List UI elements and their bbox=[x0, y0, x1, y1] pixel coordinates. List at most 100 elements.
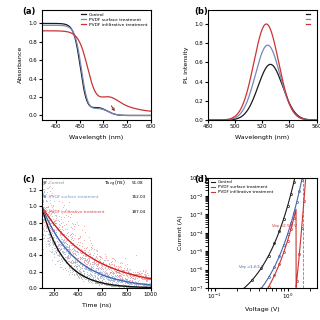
Point bbox=[66, 245, 71, 250]
Point bbox=[102, 281, 107, 286]
Point bbox=[74, 270, 79, 275]
Point bbox=[93, 255, 98, 260]
Point bbox=[144, 274, 149, 279]
Point bbox=[72, 244, 77, 249]
Point bbox=[49, 204, 54, 210]
Point bbox=[82, 277, 87, 282]
Point bbox=[49, 227, 54, 232]
Point bbox=[96, 281, 101, 286]
Point bbox=[64, 242, 69, 247]
Point bbox=[126, 279, 131, 284]
Point bbox=[57, 252, 62, 258]
Point bbox=[142, 275, 147, 280]
Point bbox=[148, 285, 153, 290]
Point bbox=[131, 276, 136, 282]
Point bbox=[41, 187, 46, 192]
Point bbox=[106, 272, 111, 277]
Point bbox=[125, 269, 130, 274]
Point bbox=[136, 284, 141, 290]
Point bbox=[124, 284, 129, 289]
PVDF surface treatment bbox=[114, 113, 118, 116]
Point bbox=[44, 214, 49, 219]
Point bbox=[148, 280, 153, 285]
Point bbox=[98, 274, 103, 279]
Point bbox=[121, 276, 126, 281]
Point bbox=[50, 257, 55, 262]
Point bbox=[108, 260, 114, 265]
Point bbox=[84, 274, 89, 279]
Point bbox=[86, 258, 91, 263]
Point bbox=[101, 271, 106, 276]
Point bbox=[55, 227, 60, 232]
Point bbox=[71, 246, 76, 252]
Point bbox=[92, 272, 98, 277]
Point bbox=[48, 225, 53, 230]
Point bbox=[83, 266, 88, 271]
Control bbox=[311, 139, 315, 143]
Point bbox=[134, 282, 139, 287]
Point bbox=[59, 214, 64, 220]
Point bbox=[81, 269, 86, 274]
Point bbox=[122, 268, 127, 273]
Point bbox=[40, 220, 45, 225]
Point bbox=[65, 254, 70, 260]
Point bbox=[89, 244, 94, 250]
Point bbox=[120, 267, 125, 272]
Point bbox=[107, 277, 112, 282]
Point bbox=[71, 263, 76, 268]
Point bbox=[124, 280, 129, 285]
Point bbox=[56, 227, 61, 232]
Point bbox=[110, 269, 115, 275]
Point bbox=[123, 284, 128, 289]
Point bbox=[144, 284, 149, 290]
Point bbox=[134, 274, 139, 279]
Point bbox=[68, 214, 73, 220]
PVDF surface treatment bbox=[68, 26, 72, 30]
Point bbox=[108, 282, 113, 287]
Point bbox=[82, 250, 87, 255]
Point bbox=[105, 281, 110, 286]
Point bbox=[140, 284, 145, 290]
X-axis label: Wavelength (nm): Wavelength (nm) bbox=[235, 135, 289, 140]
Point bbox=[116, 269, 121, 274]
Point bbox=[75, 273, 80, 278]
Point bbox=[102, 257, 108, 262]
Point bbox=[86, 235, 92, 240]
Point bbox=[87, 252, 92, 257]
Point bbox=[127, 284, 132, 289]
Point bbox=[63, 255, 68, 260]
Point bbox=[136, 284, 141, 289]
Point bbox=[102, 273, 107, 278]
Point bbox=[128, 271, 133, 276]
Point bbox=[141, 276, 146, 281]
Point bbox=[66, 250, 71, 255]
Point bbox=[52, 230, 57, 236]
Point bbox=[41, 246, 46, 252]
Point bbox=[98, 279, 103, 284]
Control bbox=[40, 21, 44, 25]
Point bbox=[75, 261, 80, 266]
Point bbox=[147, 284, 152, 290]
Point bbox=[145, 285, 150, 290]
Point bbox=[133, 274, 138, 279]
Point bbox=[74, 267, 79, 272]
Point bbox=[108, 270, 113, 275]
Point bbox=[83, 257, 88, 262]
Point bbox=[129, 281, 134, 286]
Point bbox=[124, 278, 129, 283]
Point bbox=[119, 279, 124, 284]
Point bbox=[58, 220, 63, 225]
Point bbox=[105, 272, 110, 277]
PVDF infiltrative treatment bbox=[151, 109, 155, 113]
Point bbox=[135, 271, 140, 276]
Point bbox=[110, 283, 115, 288]
Point bbox=[124, 280, 130, 285]
Point bbox=[144, 285, 149, 290]
Point bbox=[47, 248, 52, 253]
Point bbox=[133, 284, 139, 290]
Point bbox=[76, 255, 81, 260]
Point bbox=[78, 270, 83, 275]
Point bbox=[104, 282, 109, 287]
Point bbox=[64, 268, 69, 273]
Point bbox=[130, 284, 135, 290]
